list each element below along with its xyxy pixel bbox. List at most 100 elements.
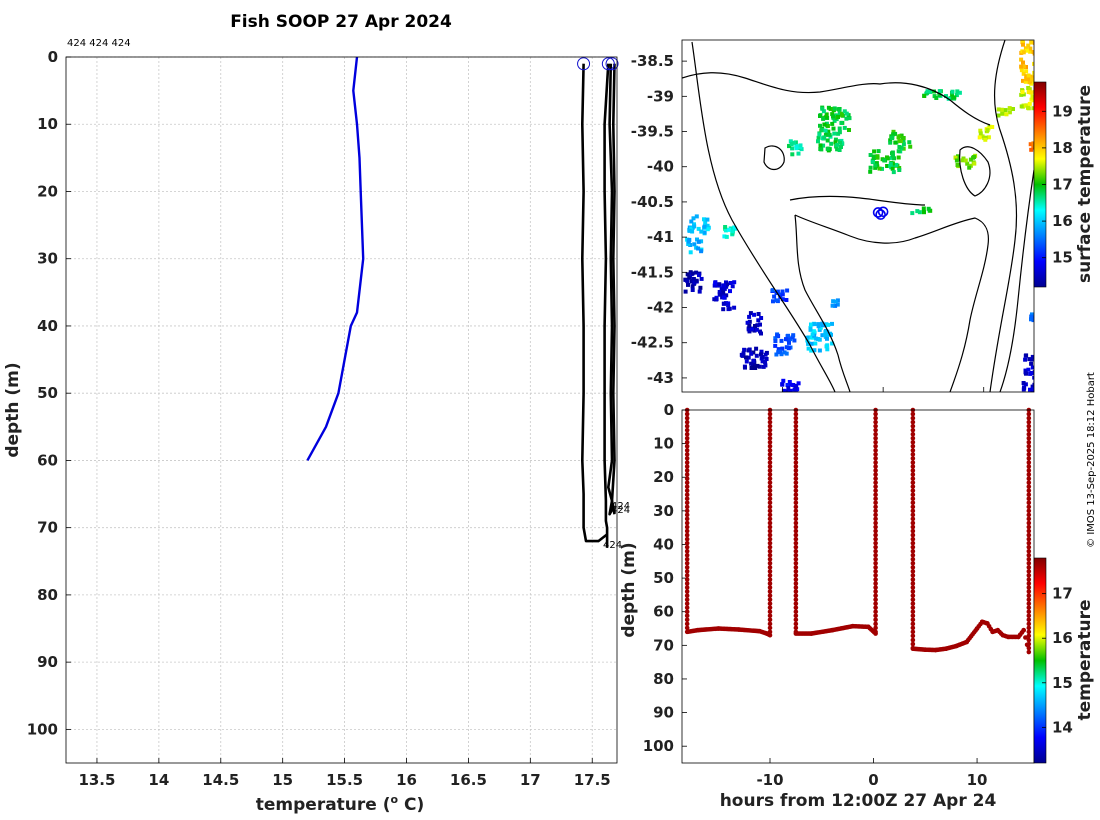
timeseries-point xyxy=(910,605,916,610)
sst-pixel xyxy=(785,383,790,387)
sst-pixel xyxy=(874,161,879,166)
sst-pixel xyxy=(728,281,733,285)
sst-pixel xyxy=(756,312,761,316)
timeseries-point xyxy=(1026,516,1032,522)
sst-pixel xyxy=(1031,50,1034,54)
timeseries-point xyxy=(910,637,916,643)
sst-pixel xyxy=(683,289,688,294)
profile-xtick-label: 14.5 xyxy=(202,771,239,789)
sst-pixel xyxy=(770,288,775,293)
vessel-positions xyxy=(872,206,889,220)
timeseries-ytick-label: 50 xyxy=(653,569,674,587)
timeseries-point xyxy=(910,569,916,574)
timeseries-point xyxy=(684,601,690,606)
timeseries-point xyxy=(910,480,916,485)
sst-pixel xyxy=(954,93,959,98)
sst-pixel xyxy=(721,290,726,295)
timeseries-point xyxy=(767,468,773,473)
timeseries-point xyxy=(873,411,878,417)
sst-pixel xyxy=(749,351,754,356)
sst-pixel xyxy=(978,128,983,133)
isobath-west xyxy=(691,41,836,392)
sst-pixel xyxy=(1029,317,1033,322)
sst-pixel xyxy=(787,380,792,384)
sst-pixel xyxy=(724,293,729,298)
sst-pixel xyxy=(922,210,926,215)
timeseries-ytick-label: 40 xyxy=(653,535,674,553)
timeseries-point xyxy=(1026,500,1032,506)
sst-pixel xyxy=(696,246,701,251)
sst-pixel xyxy=(926,206,931,211)
timeseries-point xyxy=(684,520,690,526)
sst-pixel xyxy=(1035,371,1039,375)
sst-pixel xyxy=(1032,375,1034,380)
timeseries-point xyxy=(873,516,878,522)
timeseries-point xyxy=(1026,431,1032,437)
timeseries-point xyxy=(910,472,916,477)
timeseries-point xyxy=(873,548,878,554)
timeseries-point xyxy=(793,528,799,534)
profile-xlabel-unit: C) xyxy=(398,795,424,815)
timeseries-point xyxy=(793,605,799,610)
sst-pixel xyxy=(753,324,757,328)
sst-pixel xyxy=(1029,361,1034,366)
timeseries-point xyxy=(910,476,916,481)
timeseries-point xyxy=(793,444,799,449)
timeseries-point xyxy=(1026,512,1032,518)
sst-pixel xyxy=(875,155,880,160)
timeseries-point xyxy=(793,512,799,518)
timeseries-point xyxy=(793,508,799,514)
timeseries-point xyxy=(1026,508,1032,514)
sst-pixel xyxy=(702,230,707,235)
sst-pixel xyxy=(835,142,840,147)
timeseries-point xyxy=(910,593,916,598)
sst-colorbar-tick-label: 17 xyxy=(1052,176,1073,194)
sst-pixel xyxy=(705,227,710,232)
sst-pixel xyxy=(1032,70,1034,75)
sst-pixel xyxy=(743,365,747,370)
sst-pixel xyxy=(1037,58,1041,62)
sst-pixel xyxy=(1034,67,1038,71)
timeseries-point xyxy=(684,577,690,582)
sst-pixel xyxy=(1029,314,1034,319)
profile-xtick-label: 13.5 xyxy=(78,771,115,789)
profile-xtick-label: 17 xyxy=(520,771,541,789)
timeseries-point xyxy=(1026,625,1032,631)
sst-pixel xyxy=(1036,41,1040,45)
sst-pixel xyxy=(724,234,729,239)
profile-cast-label: 424 xyxy=(603,540,622,551)
sst-pixel xyxy=(759,316,764,320)
sst-pixel xyxy=(937,93,942,98)
timeseries-point xyxy=(1026,621,1032,627)
profile-ylabel: depth (m) xyxy=(3,362,23,457)
timeseries-ytick-label: 100 xyxy=(643,737,674,755)
timeseries-point xyxy=(873,561,878,566)
timeseries-point xyxy=(1026,415,1032,421)
sst-pixel xyxy=(1033,387,1034,392)
timeseries-xtick-label: 10 xyxy=(967,771,988,789)
sst-pixel xyxy=(754,346,759,351)
map-ytick-label: -42 xyxy=(647,299,674,317)
timeseries-point xyxy=(767,617,773,623)
timeseries-point xyxy=(793,573,799,578)
sst-pixel xyxy=(967,165,972,170)
sst-pixel xyxy=(832,131,837,136)
timeseries-point xyxy=(793,569,799,574)
sst-pixel xyxy=(718,292,723,297)
sst-pixel xyxy=(1030,365,1034,370)
sst-pixel xyxy=(798,143,803,148)
sst-pixel xyxy=(689,226,694,231)
sst-pixel xyxy=(1019,68,1024,73)
sst-pixel xyxy=(749,366,754,370)
timeseries-point xyxy=(767,448,773,453)
timeseries-xtick-label: 0 xyxy=(868,771,878,789)
sst-pixel xyxy=(757,364,762,369)
timeseries-point xyxy=(873,452,878,457)
timeseries-point xyxy=(1026,484,1032,489)
timeseries-point xyxy=(767,609,773,615)
sst-pixel xyxy=(1024,103,1029,108)
sst-pixel xyxy=(806,346,811,351)
sst-pixel xyxy=(686,242,691,246)
sst-pixel xyxy=(775,289,780,294)
